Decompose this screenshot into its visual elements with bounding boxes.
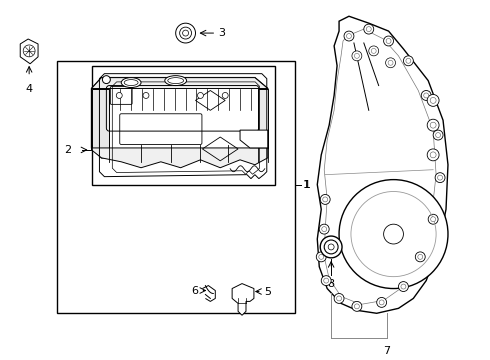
Ellipse shape: [124, 80, 138, 86]
Circle shape: [316, 252, 326, 262]
Text: 5: 5: [264, 287, 271, 297]
Bar: [57, 61, 294, 313]
Circle shape: [430, 152, 436, 158]
Circle shape: [430, 122, 436, 128]
Circle shape: [384, 36, 393, 46]
Bar: [92, 66, 275, 185]
Circle shape: [424, 93, 429, 98]
Circle shape: [324, 278, 329, 283]
Circle shape: [377, 297, 387, 307]
Text: 3: 3: [218, 28, 225, 38]
Circle shape: [320, 194, 330, 204]
Circle shape: [183, 30, 189, 36]
Circle shape: [324, 240, 338, 254]
Circle shape: [339, 180, 448, 288]
Text: 1: 1: [294, 180, 309, 190]
Circle shape: [320, 236, 342, 258]
Circle shape: [352, 301, 362, 311]
Circle shape: [384, 224, 403, 244]
Circle shape: [398, 282, 408, 292]
Circle shape: [386, 39, 391, 44]
Circle shape: [319, 224, 329, 234]
Circle shape: [180, 27, 192, 39]
Text: 6: 6: [192, 285, 198, 296]
Circle shape: [352, 51, 362, 61]
Circle shape: [319, 255, 324, 259]
Circle shape: [371, 49, 376, 53]
Polygon shape: [318, 16, 448, 313]
Ellipse shape: [168, 78, 184, 84]
Polygon shape: [92, 78, 268, 89]
Circle shape: [197, 93, 203, 98]
Circle shape: [427, 94, 439, 106]
Polygon shape: [232, 284, 254, 315]
Circle shape: [427, 149, 439, 161]
Circle shape: [369, 46, 379, 56]
Circle shape: [433, 130, 443, 140]
Text: 8: 8: [328, 279, 335, 289]
Circle shape: [388, 60, 393, 65]
Circle shape: [431, 217, 436, 222]
Circle shape: [116, 93, 122, 98]
Circle shape: [386, 58, 395, 68]
Polygon shape: [20, 39, 38, 64]
Circle shape: [421, 90, 431, 100]
Circle shape: [427, 119, 439, 131]
Circle shape: [438, 175, 442, 180]
Circle shape: [334, 293, 344, 303]
Circle shape: [379, 300, 384, 305]
Circle shape: [403, 56, 414, 66]
Circle shape: [416, 252, 425, 262]
Circle shape: [401, 284, 406, 289]
Text: 4: 4: [25, 84, 33, 94]
Circle shape: [322, 227, 327, 231]
Text: 7: 7: [383, 346, 390, 356]
Polygon shape: [92, 89, 109, 148]
Circle shape: [430, 98, 436, 103]
Circle shape: [436, 132, 441, 138]
Circle shape: [354, 53, 359, 58]
Circle shape: [435, 173, 445, 183]
Circle shape: [328, 244, 334, 250]
Circle shape: [418, 255, 423, 259]
Polygon shape: [92, 78, 268, 158]
Circle shape: [346, 33, 351, 39]
Circle shape: [222, 93, 228, 98]
Text: 2: 2: [65, 145, 72, 155]
Circle shape: [337, 296, 342, 301]
Circle shape: [143, 93, 149, 98]
Polygon shape: [92, 148, 268, 168]
Circle shape: [321, 276, 331, 285]
Circle shape: [364, 24, 374, 34]
Circle shape: [428, 214, 438, 224]
Circle shape: [406, 58, 411, 63]
Ellipse shape: [121, 78, 141, 87]
Circle shape: [354, 304, 359, 309]
Polygon shape: [258, 89, 268, 148]
Circle shape: [102, 76, 110, 84]
Ellipse shape: [165, 76, 187, 86]
Text: 1: 1: [303, 180, 311, 190]
Circle shape: [176, 23, 196, 43]
Circle shape: [344, 31, 354, 41]
Circle shape: [323, 197, 328, 202]
Circle shape: [367, 27, 371, 32]
Polygon shape: [240, 130, 268, 148]
